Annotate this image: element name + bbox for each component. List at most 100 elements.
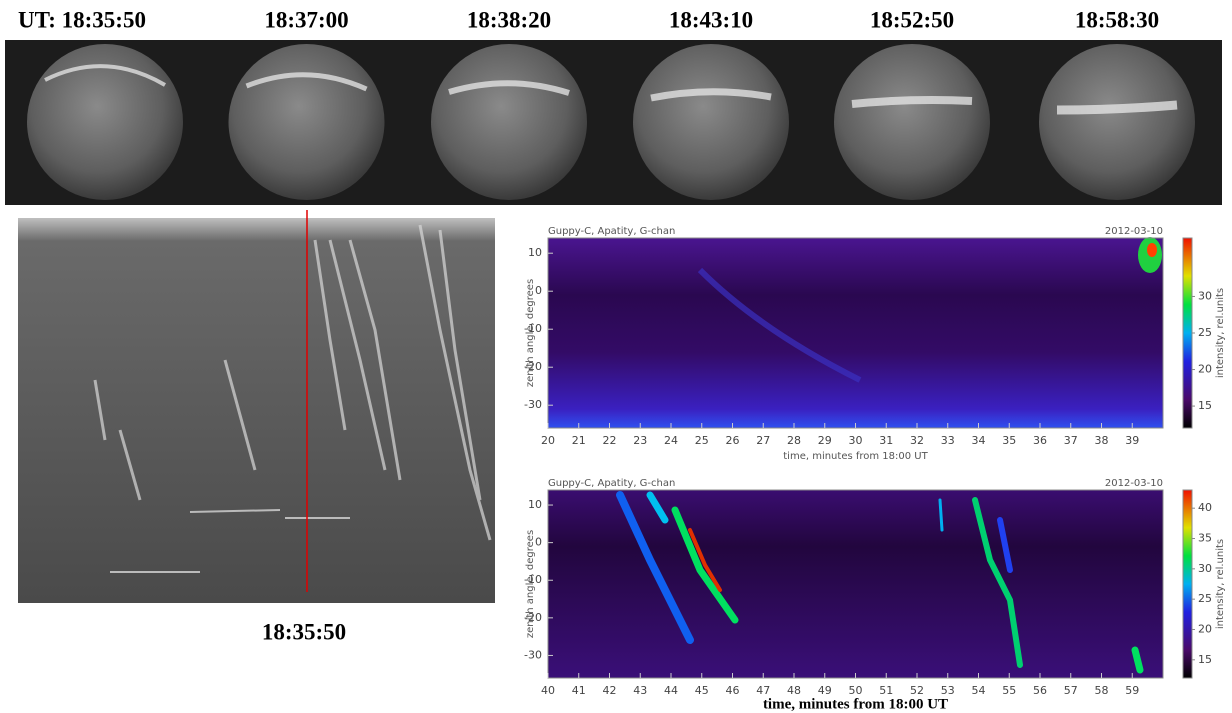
y-tick-label: -20 [524,360,542,373]
x-tick-label: 48 [787,684,801,697]
keogram-streaks [110,509,350,573]
x-tick-label: 44 [664,684,678,697]
y-tick-label: -20 [524,611,542,624]
x-axis-label: time, minutes from 18:00 UT [763,696,948,712]
y-axis-label: zenith angle, degrees [525,279,536,387]
x-tick-label: 58 [1095,684,1109,697]
x-tick-label: 50 [849,684,863,697]
x-tick-label: 40 [541,684,555,697]
keogram-charts: Guppy-C, Apatity, G-chan 2012-03-10 20 21 22… [524,226,1226,712]
x-tick-label: 57 [1064,684,1078,697]
aurora-arc [851,96,973,108]
colorbar-tick-label: 40 [1198,501,1212,514]
x-tick-label: 46 [726,684,740,697]
frame-time: 18:43:10 [669,7,753,32]
colorbar [1182,489,1193,679]
x-tick-label: 20 [541,434,555,447]
x-tick-label: 28 [787,434,801,447]
frame-time: 18:37:00 [264,7,348,32]
x-tick-label: 47 [756,684,770,697]
y-tick-label: -30 [524,648,542,661]
x-tick-label: 31 [879,434,893,447]
x-tick-label: 33 [941,434,955,447]
x-tick-label: 42 [603,684,617,697]
y-tick-label: 0 [535,536,542,549]
colorbar-tick-label: 30 [1198,289,1212,302]
x-axis-label: time, minutes from 18:00 UT [783,451,928,462]
sky-image [228,44,385,200]
x-tick-label: 27 [756,434,770,447]
x-tick-label: 45 [695,684,709,697]
y-tick-label: 10 [528,246,542,259]
x-tick-label: 21 [572,434,586,447]
colorbar-tick-label: 25 [1198,326,1212,339]
heatmap-2-image [548,490,1163,678]
frame-time: UT: 18:35:50 [18,7,146,32]
frame-time: 18:52:50 [870,7,954,32]
colorbar-tick-label: 20 [1198,622,1212,635]
sky-image [431,44,587,200]
keogram-streaks [93,224,492,541]
keogram-time: 18:35:50 [262,619,346,644]
colorbar-tick-label: 30 [1198,562,1212,575]
colorbar-label: intensity, rel.units [1215,288,1226,378]
x-tick-label: 38 [1095,434,1109,447]
colorbar-tick-label: 35 [1198,532,1212,545]
x-tick-label: 43 [633,684,647,697]
x-tick-label: 32 [910,434,924,447]
y-tick-label: -10 [524,573,542,586]
x-tick-label: 54 [972,684,986,697]
x-tick-label: 51 [879,684,893,697]
x-tick-label: 23 [633,434,647,447]
x-tick-label: 22 [603,434,617,447]
x-tick-label: 26 [726,434,740,447]
colorbar-tick-label: 25 [1198,592,1212,605]
x-tick-label: 55 [1002,684,1016,697]
y-tick-label: -30 [524,398,542,411]
keogram: 18:35:50 [18,210,495,644]
sky-image [27,44,183,200]
x-tick-label: 52 [910,684,924,697]
x-tick-label: 25 [695,434,709,447]
sky-image [1039,44,1195,200]
chart-date: 2012-03-10 [1105,226,1163,237]
chart-title: Guppy-C, Apatity, G-chan [548,226,675,237]
colorbar-label: intensity, rel.units [1215,539,1226,629]
frame-time: 18:38:20 [467,7,551,32]
x-tick-label: 56 [1033,684,1047,697]
x-tick-label: 59 [1125,684,1139,697]
aurora-arc [650,88,772,102]
x-tick-label: 34 [972,434,986,447]
aurora-arc [44,64,167,87]
aurora-arc [448,80,570,96]
keogram-image [18,218,495,603]
heatmap-1-image [548,237,1163,428]
y-tick-label: 10 [528,498,542,511]
x-tick-label: 39 [1125,434,1139,447]
chart-title: Guppy-C, Apatity, G-chan [548,478,675,489]
colorbar-tick-label: 20 [1198,363,1212,376]
x-tick-label: 36 [1033,434,1047,447]
x-tick-label: 37 [1064,434,1078,447]
aurora-arc [1056,100,1178,115]
aurora-arc [245,72,368,92]
x-tick-label: 30 [849,434,863,447]
sky-image [633,44,789,200]
y-axis-label: zenith angle, degrees [525,530,536,638]
x-tick-label: 29 [818,434,832,447]
frame-time: 18:58:30 [1075,7,1159,32]
x-tick-label: 41 [572,684,586,697]
chart-date: 2012-03-10 [1105,478,1163,489]
y-tick-label: 0 [535,284,542,297]
colorbar-tick-label: 15 [1198,399,1212,412]
colorbar [1182,237,1193,429]
x-tick-label: 49 [818,684,832,697]
colorbar-tick-label: 15 [1198,653,1212,666]
y-tick-label: -10 [524,322,542,335]
sky-image [834,44,990,200]
x-tick-label: 24 [664,434,678,447]
x-tick-label: 53 [941,684,955,697]
all-sky-frames: UT: 18:35:50 18:37:00 18:38:20 18:43:10 18:5… [5,7,1222,205]
x-tick-label: 35 [1002,434,1016,447]
